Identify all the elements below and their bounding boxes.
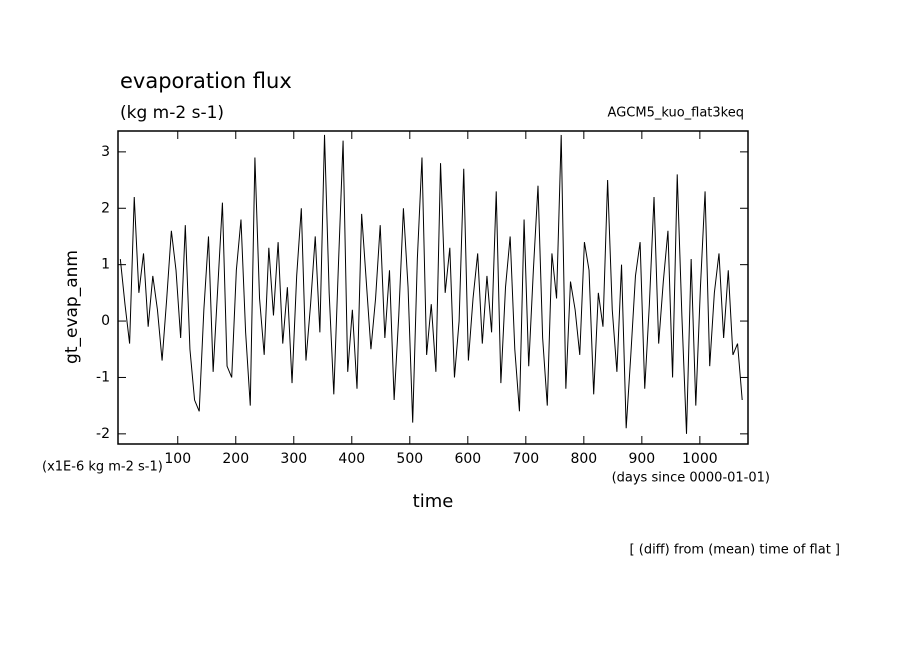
x-tick-label: 900 (628, 451, 655, 467)
x-tick-label: 200 (222, 451, 249, 467)
experiment-label: AGCM5_kuo_flat3keq (608, 106, 744, 121)
x-tick-label: 500 (396, 451, 423, 467)
x-tick-label: 300 (280, 451, 307, 467)
y-tick-label: 0 (101, 313, 110, 329)
x-axis-label: time (413, 491, 454, 512)
y-tick-label: -2 (96, 426, 110, 442)
y-tick-label: -1 (96, 369, 110, 385)
footnote: [ (diff) from (mean) time of flat ] (630, 543, 840, 558)
x-units: (days since 0000-01-01) (612, 471, 770, 486)
chart-title: evaporation flux (120, 69, 292, 93)
chart-subtitle: (kg m-2 s-1) (120, 103, 224, 123)
y-units: (x1E-6 kg m-2 s-1) (42, 460, 163, 475)
x-tick-label: 800 (570, 451, 597, 467)
y-axis-label: gt_evap_anm (62, 250, 82, 364)
x-tick-label: 1000 (682, 451, 718, 467)
plot-frame (117, 130, 749, 445)
x-tick-label: 700 (512, 451, 539, 467)
x-tick-label: 400 (338, 451, 365, 467)
y-tick-label: 2 (101, 200, 110, 216)
data-line (119, 134, 743, 434)
x-tick-label: 100 (164, 451, 191, 467)
x-tick-label: 600 (454, 451, 481, 467)
y-tick-label: 3 (101, 144, 110, 160)
y-tick-label: 1 (101, 257, 110, 273)
